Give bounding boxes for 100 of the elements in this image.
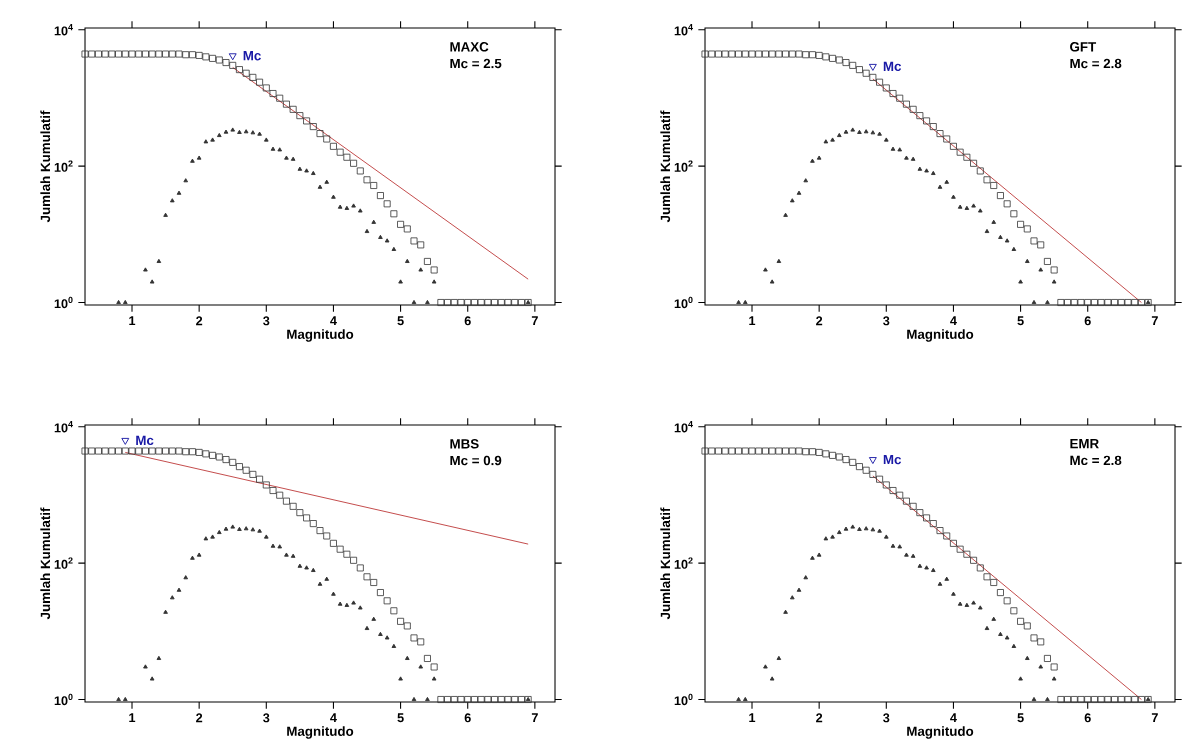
series-label: Mc <box>883 61 902 72</box>
point <box>1004 238 1010 243</box>
point <box>243 526 249 531</box>
point <box>156 655 162 660</box>
point <box>371 219 377 224</box>
point <box>1024 655 1030 660</box>
y-axis-title: Jumlah Kumulatif <box>660 507 671 620</box>
x-tick-label: 2 <box>816 713 823 723</box>
point <box>1038 267 1044 272</box>
annotation: GFT <box>1070 42 1097 52</box>
point <box>857 129 862 134</box>
point <box>304 168 309 173</box>
point <box>351 600 356 605</box>
x-tick-label: 3 <box>263 316 270 326</box>
point <box>203 536 209 541</box>
y-tick-label: 10$^{4}$ <box>54 24 73 36</box>
point <box>116 299 121 305</box>
point <box>877 528 882 533</box>
point <box>176 190 182 195</box>
point <box>351 203 356 208</box>
point <box>411 696 417 702</box>
point <box>223 129 229 134</box>
point <box>917 563 923 568</box>
annotation: EMR <box>1070 439 1099 449</box>
point <box>378 234 383 239</box>
x-tick-label: 4 <box>950 316 957 326</box>
point <box>823 536 829 541</box>
point <box>1045 299 1050 305</box>
point <box>850 127 856 132</box>
x-tick-label: 3 <box>883 713 890 723</box>
point <box>411 299 417 305</box>
point <box>371 616 377 621</box>
point <box>156 258 162 263</box>
point <box>930 567 936 573</box>
point <box>971 203 976 208</box>
x-tick-label: 1 <box>129 316 136 326</box>
x-tick-label: 4 <box>330 316 337 326</box>
point <box>364 228 370 234</box>
point <box>310 567 316 573</box>
point <box>431 279 437 284</box>
point <box>384 238 390 243</box>
point <box>143 664 148 669</box>
y-tick-label: 10$^{4}$ <box>674 421 693 433</box>
x-tick-label: 7 <box>531 713 538 723</box>
point <box>803 178 809 183</box>
point <box>391 246 397 251</box>
point <box>297 563 303 568</box>
y-tick-label: 10$^{0}$ <box>674 693 693 706</box>
point <box>310 170 316 176</box>
point <box>331 194 336 199</box>
point <box>910 156 916 161</box>
point <box>763 664 768 669</box>
point <box>357 605 363 610</box>
point <box>944 576 950 581</box>
point <box>257 528 262 533</box>
point <box>783 212 788 217</box>
point <box>863 129 869 134</box>
point <box>883 534 889 539</box>
point <box>116 696 121 702</box>
point <box>789 198 795 203</box>
point <box>169 595 175 600</box>
point <box>324 179 330 184</box>
point <box>425 696 430 702</box>
point <box>803 575 809 580</box>
point <box>290 156 296 161</box>
point <box>863 526 869 531</box>
point <box>810 158 815 163</box>
point <box>364 625 370 631</box>
x-axis-title: Magnitudo <box>907 726 974 739</box>
point <box>776 655 782 660</box>
y-axis-title: Jumlah Kumulatif <box>40 507 51 620</box>
point <box>951 591 956 596</box>
point <box>163 212 168 217</box>
point <box>890 146 896 151</box>
y-tick-label: 10$^{4}$ <box>674 24 693 36</box>
point <box>984 625 990 631</box>
point <box>1004 635 1010 640</box>
point <box>149 279 155 284</box>
point <box>398 279 403 284</box>
point <box>263 534 269 539</box>
point <box>176 587 182 592</box>
point <box>404 655 410 660</box>
point <box>769 279 775 284</box>
x-tick-label: 4 <box>330 713 337 723</box>
point <box>1018 279 1023 284</box>
y-axis-title: Jumlah Kumulatif <box>660 110 671 223</box>
point <box>1051 279 1057 284</box>
point <box>228 53 237 61</box>
x-tick-label: 3 <box>263 713 270 723</box>
x-tick-label: 3 <box>883 316 890 326</box>
point <box>337 204 343 209</box>
point <box>223 526 229 531</box>
point <box>203 139 209 144</box>
point <box>897 544 903 549</box>
point <box>317 581 323 586</box>
point <box>850 524 856 529</box>
point <box>977 208 983 213</box>
point <box>1011 246 1017 251</box>
point <box>763 267 768 272</box>
x-tick-label: 5 <box>397 713 404 723</box>
